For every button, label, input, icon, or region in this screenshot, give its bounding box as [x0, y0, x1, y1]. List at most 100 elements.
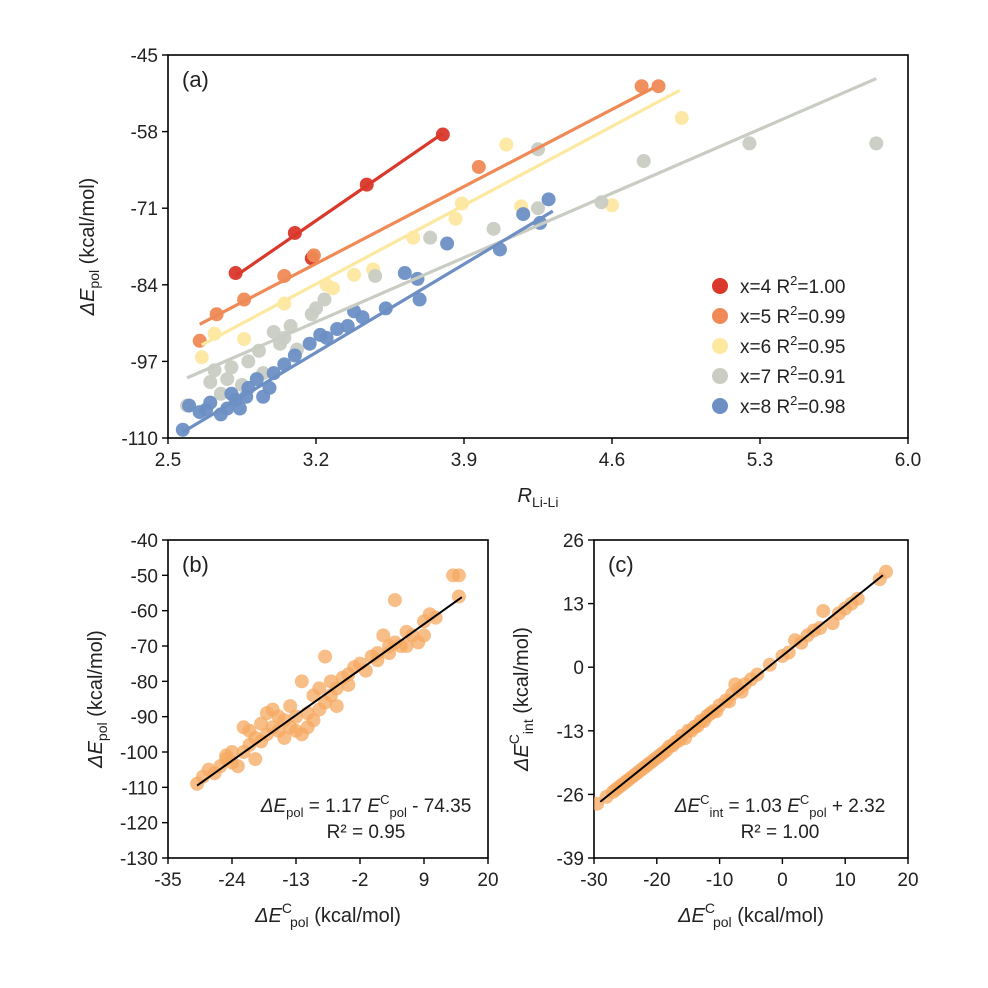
y-tick-label: -80: [131, 672, 158, 693]
data-point: [678, 731, 693, 746]
data-point: [283, 699, 298, 714]
data-point: [376, 628, 391, 643]
data-point-series-5: [412, 292, 427, 307]
data-marks: [594, 564, 894, 811]
x-tick-label: 2.5: [155, 450, 181, 471]
plot-frame: [167, 54, 909, 439]
r-squared-label: R² = 0.95: [327, 822, 406, 843]
x-axis-title: ΔEC pol (kcal/mol): [254, 900, 401, 930]
data-point: [254, 716, 269, 731]
x-tick-label: 20: [477, 870, 498, 891]
data-point-series-4: [531, 201, 545, 216]
x-tick-label: 3.2: [303, 450, 329, 471]
x-axis-title: ΔEC pol (kcal/mol): [677, 900, 824, 930]
y-tick-label: 13: [563, 595, 584, 616]
trend-line-series-3: [201, 88, 681, 347]
data-point: [329, 699, 344, 714]
legend-label: x=8 R2=0.98: [740, 393, 845, 418]
y-tick-label: -97: [131, 352, 158, 373]
y-tick-label: -39: [557, 849, 584, 870]
data-point-series-5: [232, 401, 247, 416]
x-tick-label: -13: [282, 870, 309, 891]
data-point-series-4: [203, 375, 218, 390]
data-point-series-2: [306, 248, 321, 263]
chart-panel-2: -35 -24 -13 -2 9 20 -130 -120 -110 -100 -90 -80 -70 -…: [85, 531, 499, 930]
x-tick-label: 4.6: [599, 450, 625, 471]
y-tick-label: -40: [131, 531, 158, 552]
data-point: [312, 681, 327, 696]
y-tick-label: -26: [557, 785, 584, 806]
data-point-series-4: [309, 301, 323, 316]
y-tick-label: 26: [563, 531, 584, 552]
y-tick-label: -13: [557, 722, 584, 743]
chart-panel-1: 2.5 3.2 3.9 4.6 5.3 6.0 -110 -97 -84 -71 -58 -45 (a)…: [77, 46, 921, 510]
legend-marker: [712, 308, 728, 324]
data-point: [306, 713, 321, 728]
data-point-series-5: [355, 310, 370, 325]
data-point: [690, 718, 705, 733]
data-point: [451, 568, 466, 583]
regression-equation: ΔECint = 1.03 ECpol + 2.32: [674, 792, 886, 820]
data-point-series-5: [440, 236, 455, 251]
data-point: [248, 752, 263, 767]
panel-label: (a): [182, 67, 209, 92]
y-tick-label: -90: [131, 708, 158, 729]
data-point-series-3: [194, 350, 209, 365]
data-point-series-5: [262, 380, 277, 395]
data-point: [451, 589, 466, 604]
data-point-series-4: [742, 136, 757, 151]
data-point: [370, 653, 385, 668]
x-tick-label: 9: [419, 870, 430, 891]
x-tick-label: 3.9: [451, 450, 477, 471]
r-squared-label: R² = 1.00: [741, 822, 820, 843]
data-point-series-2: [634, 79, 649, 94]
trend-line: [599, 574, 884, 803]
data-point: [318, 649, 333, 664]
legend-label: x=4 R2=1.00: [740, 273, 845, 298]
data-point-series-2: [471, 159, 486, 174]
trend-line-series-2: [198, 85, 656, 326]
x-tick-label: -20: [643, 870, 670, 891]
trend-line-series-1: [234, 132, 444, 278]
y-tick-label: -71: [131, 199, 158, 220]
x-axis-title: RLi-Li: [518, 485, 559, 510]
data-point-series-4: [220, 372, 235, 387]
data-point: [277, 730, 292, 745]
data-point: [728, 677, 743, 692]
legend-label: x=5 R2=0.99: [740, 303, 845, 328]
y-axis-title: ΔEpol (kcal/mol): [85, 630, 110, 769]
trend-line: [196, 596, 463, 787]
y-tick-label: -50: [131, 566, 158, 587]
data-point-series-1: [228, 266, 243, 281]
x-tick-label: -35: [154, 870, 181, 891]
x-tick-label: -30: [580, 870, 607, 891]
data-point-series-4: [423, 230, 438, 245]
panel-label: (b): [182, 552, 209, 577]
data-point-series-5: [302, 336, 317, 351]
data-point-series-4: [224, 360, 239, 375]
data-point-series-4: [636, 154, 651, 169]
data-point: [294, 674, 309, 689]
data-point-series-3: [499, 137, 514, 152]
legend-marker: [712, 278, 728, 294]
y-axis-title: ΔEpol (kcal/mol): [77, 178, 102, 317]
data-point-series-5: [397, 266, 412, 281]
y-tick-label: -130: [120, 849, 158, 870]
y-axis-title: ΔECint (kcal/mol): [506, 627, 536, 772]
data-marks: [175, 77, 884, 437]
data-point-series-2: [651, 79, 666, 94]
y-tick-label: -60: [131, 602, 158, 623]
data-point-series-4: [869, 136, 884, 151]
legend-label: x=7 R2=0.91: [740, 363, 845, 388]
plot-frame: [167, 539, 489, 859]
y-tick-label: -45: [131, 46, 158, 67]
data-point: [813, 621, 828, 636]
y-tick-label: -100: [120, 743, 158, 764]
y-tick-label: -110: [121, 429, 158, 450]
data-point-series-3: [347, 267, 362, 282]
y-tick-label: -110: [121, 778, 158, 799]
data-point-series-5: [182, 398, 197, 413]
data-point-series-5: [516, 207, 531, 222]
data-point-series-4: [241, 354, 256, 369]
data-point: [225, 745, 239, 759]
